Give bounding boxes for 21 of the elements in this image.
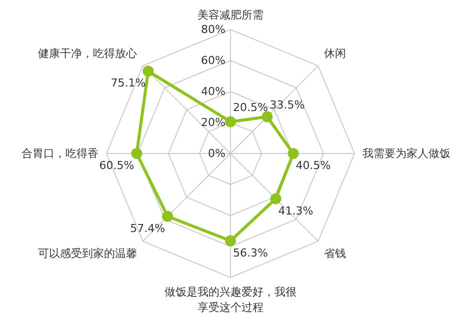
data-label: 57.4% [130, 222, 166, 235]
spoke-label: 做饭是我的兴趣爱好，我很享受这个过程 [164, 286, 296, 314]
spoke-label: 美容减肥所需 [198, 8, 264, 22]
y-tick-label: 20% [201, 116, 226, 129]
spoke-label: 我需要为家人做饭 [362, 147, 450, 160]
data-label: 75.1% [110, 76, 146, 90]
spoke-label: 休闲 [324, 47, 346, 60]
data-label: 56.3% [233, 246, 268, 260]
data-label: 41.3% [278, 204, 314, 218]
y-tick-label: 80% [201, 23, 226, 36]
spoke-label: 健康干净，吃得放心 [38, 47, 138, 60]
spoke-label: 省钱 [324, 246, 346, 260]
y-tick-label: 40% [201, 85, 226, 98]
y-tick-label: 0% [208, 147, 226, 160]
y-tick-label: 60% [201, 54, 226, 67]
data-label: 20.5% [233, 101, 268, 114]
spoke-label: 合胃口，吃得香 [22, 147, 98, 160]
spoke-label: 可以感受到家的温馨 [38, 246, 138, 260]
data-label: 33.5% [270, 98, 305, 112]
data-label: 60.5% [99, 159, 134, 172]
data-label: 40.5% [296, 159, 331, 172]
